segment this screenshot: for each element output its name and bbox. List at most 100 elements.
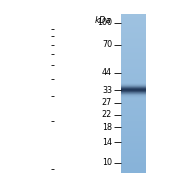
Bar <box>121 118 145 119</box>
Bar <box>121 91 145 92</box>
Bar <box>121 40 145 41</box>
Bar <box>121 158 145 159</box>
Bar <box>121 122 145 123</box>
Bar <box>121 85 145 86</box>
Bar <box>121 147 145 148</box>
Bar <box>121 135 145 136</box>
Bar <box>121 130 145 131</box>
Bar <box>121 148 145 149</box>
Bar <box>121 75 145 76</box>
Bar <box>121 172 145 173</box>
Bar <box>121 37 145 38</box>
Bar <box>121 58 145 59</box>
Bar <box>121 99 145 100</box>
Bar <box>121 169 145 170</box>
Text: kDa: kDa <box>95 16 112 25</box>
Bar <box>121 15 145 16</box>
Bar <box>121 83 145 84</box>
Bar <box>121 126 145 127</box>
Bar <box>121 60 145 61</box>
Bar <box>121 146 145 147</box>
Bar <box>121 105 145 106</box>
Bar <box>121 41 145 42</box>
Bar <box>121 63 145 64</box>
Bar <box>121 81 145 82</box>
Bar <box>121 78 145 79</box>
Bar <box>121 140 145 141</box>
Bar <box>121 62 145 63</box>
Bar <box>121 25 145 26</box>
Text: 10: 10 <box>102 158 112 167</box>
Bar <box>121 88 145 89</box>
Bar <box>121 86 145 87</box>
Bar <box>121 145 145 146</box>
Bar <box>121 47 145 48</box>
Bar <box>121 35 145 36</box>
Bar <box>121 87 145 88</box>
Bar <box>121 55 145 56</box>
Bar <box>121 106 145 107</box>
Bar <box>121 85 145 86</box>
Bar <box>121 136 145 137</box>
Bar <box>121 159 145 160</box>
Bar <box>121 36 145 37</box>
Bar <box>121 52 145 53</box>
Bar <box>121 112 145 113</box>
Bar <box>121 155 145 156</box>
Bar <box>121 111 145 112</box>
Bar <box>121 14 145 15</box>
Bar <box>121 143 145 144</box>
Bar <box>121 46 145 47</box>
Bar <box>121 74 145 75</box>
Bar <box>121 124 145 125</box>
Bar <box>121 39 145 40</box>
Bar <box>121 95 145 96</box>
Bar <box>121 27 145 28</box>
Bar <box>121 141 145 142</box>
Bar <box>121 17 145 18</box>
Bar <box>121 103 145 104</box>
Bar <box>121 49 145 50</box>
Bar <box>121 76 145 77</box>
Bar <box>121 19 145 20</box>
Bar <box>121 138 145 139</box>
Bar <box>121 134 145 135</box>
Bar <box>121 73 145 74</box>
Bar <box>121 65 145 66</box>
Text: 14: 14 <box>102 138 112 147</box>
Bar <box>121 89 145 90</box>
Bar <box>121 168 145 169</box>
Bar <box>121 54 145 55</box>
Bar <box>121 123 145 124</box>
Bar <box>121 51 145 52</box>
Bar <box>121 23 145 24</box>
Bar <box>121 45 145 46</box>
Bar <box>121 50 145 51</box>
Bar <box>121 94 145 95</box>
Bar <box>121 79 145 80</box>
Bar <box>121 53 145 54</box>
Bar <box>121 104 145 105</box>
Bar <box>121 66 145 67</box>
Bar <box>121 161 145 162</box>
Bar <box>121 107 145 108</box>
Bar <box>121 125 145 126</box>
Bar <box>121 31 145 32</box>
Text: 44: 44 <box>102 68 112 77</box>
Bar <box>121 167 145 168</box>
Bar <box>121 70 145 71</box>
Bar <box>121 77 145 78</box>
Bar <box>121 151 145 152</box>
Text: 27: 27 <box>102 98 112 107</box>
Bar <box>121 68 145 69</box>
Bar <box>121 93 145 94</box>
Bar <box>121 164 145 165</box>
Bar <box>121 96 145 97</box>
Bar <box>121 142 145 143</box>
Bar <box>121 33 145 34</box>
Bar <box>121 144 145 145</box>
Bar <box>121 93 145 94</box>
Bar <box>121 162 145 163</box>
Bar <box>121 29 145 30</box>
Bar <box>121 56 145 57</box>
